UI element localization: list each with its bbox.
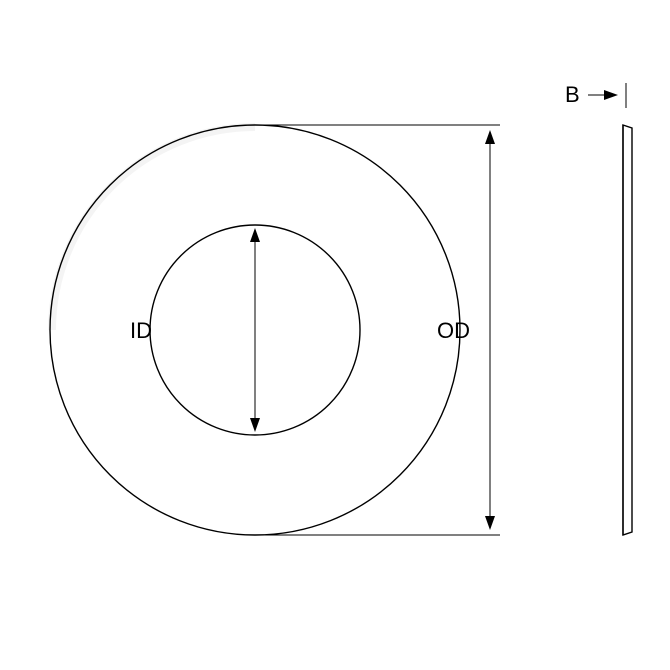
od-label: OD: [437, 318, 470, 343]
id-label: ID: [130, 318, 152, 343]
b-label: B: [565, 82, 580, 107]
